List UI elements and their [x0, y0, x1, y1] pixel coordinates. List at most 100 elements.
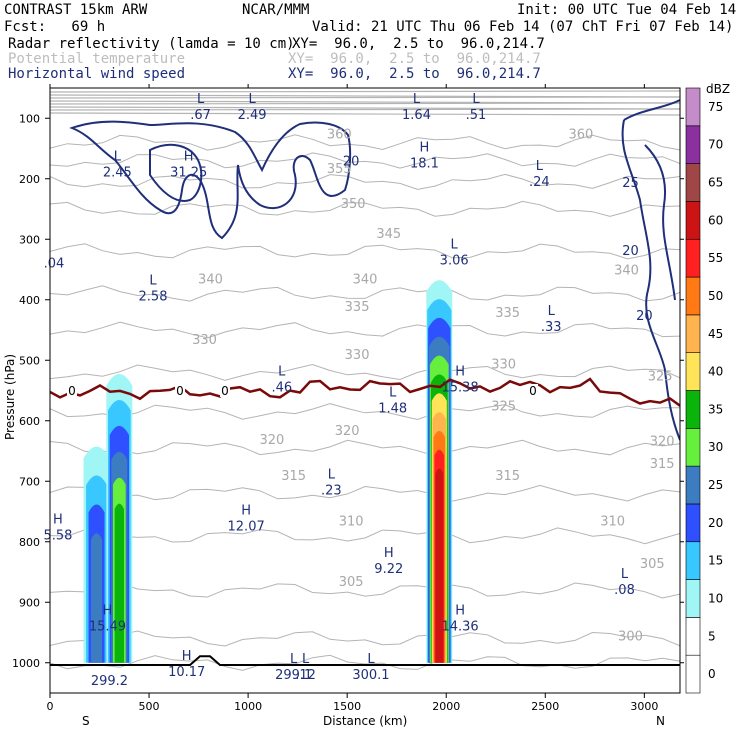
theta-line [50, 582, 680, 599]
x-tick-label: 2500 [531, 700, 559, 713]
extremum-value: 2.49 [238, 108, 267, 123]
colorbar-label: 60 [708, 213, 723, 227]
colorbar-label: 0 [708, 667, 716, 681]
extremum-value: .46 [271, 380, 292, 395]
extremum-value: 2.58 [139, 290, 168, 305]
y-tick-label: 800 [19, 536, 40, 549]
theta-line [50, 243, 680, 260]
zero-label-bg [175, 384, 185, 397]
theta-label: 305 [640, 557, 665, 572]
colorbar-swatch [685, 541, 701, 580]
field-wind-xy: XY= 96.0, 2.5 to 96.0,214.7 [288, 66, 541, 82]
zero-line-label: 0 [529, 384, 537, 398]
extremum-marker: L [413, 92, 421, 107]
theta-label: 340 [353, 273, 378, 288]
colorbar-unit: dBZ [706, 82, 730, 96]
field-wind: Horizontal wind speed [8, 66, 186, 82]
colorbar-label: 30 [708, 440, 723, 454]
field-theta-xy: XY= 96.0, 2.5 to 96.0,214.7 [288, 51, 541, 67]
theta-label: 330 [192, 333, 217, 348]
extremum-marker: H [455, 364, 465, 379]
wind-contour [621, 119, 680, 441]
colorbar-label: 20 [708, 516, 723, 530]
theta-label: 345 [376, 227, 401, 242]
extremum-value: .23 [321, 483, 342, 498]
theta-line [50, 102, 680, 105]
theta-label: 320 [259, 433, 284, 448]
theta-label: 300 [618, 630, 643, 645]
extremum-marker: L [197, 92, 205, 107]
theta-label: 320 [650, 435, 675, 450]
y-tick-label: 500 [19, 354, 40, 367]
wind-contour [623, 99, 680, 121]
extremum-value: 299.1 [275, 668, 312, 683]
colorbar-swatch [685, 428, 701, 467]
y-axis-title: Pressure (hPa) [3, 354, 17, 440]
extremum-marker: H [103, 603, 113, 618]
extremum-marker: L [451, 237, 459, 252]
extremum-value: 14.36 [441, 619, 478, 634]
ground-line [50, 655, 680, 666]
colorbar-label: 10 [708, 591, 723, 605]
zero-degree-line: 0 0 0 0 [50, 377, 680, 407]
theta-label: 320 [335, 424, 360, 439]
x-tick-label: 1000 [234, 700, 262, 713]
y-tick-label: 100 [19, 112, 40, 125]
zero-label-bg [67, 384, 77, 397]
colorbar-swatch [685, 163, 701, 202]
field-reflectivity-xy: XY= 96.0, 2.5 to 96.0,214.7 [292, 36, 545, 52]
extremum-marker: L [290, 652, 298, 667]
extremum-value: 5.58 [43, 529, 72, 544]
init-time: Init: 00 UTC Tue 04 Feb 14 [517, 2, 737, 18]
reflectivity-cell [91, 533, 103, 663]
colorbar-swatch [685, 87, 701, 127]
extremum-value: .08 [614, 583, 635, 598]
extremum-value: 1.64 [402, 108, 431, 123]
wind-contour [69, 120, 352, 240]
wind-speed-label: 25 [622, 176, 639, 191]
y-tick-label: 300 [19, 233, 40, 246]
extremum-marker: L [149, 274, 157, 289]
x-tick-label: 500 [139, 700, 160, 713]
extremum-marker: H [184, 150, 194, 165]
zero-label-bg [528, 384, 538, 397]
theta-label: 355 [327, 162, 352, 177]
extremum-value: .67 [190, 108, 211, 123]
colorbar-label: 75 [708, 100, 723, 114]
extremum-marker: H [420, 141, 430, 156]
colorbar-swatch [685, 503, 701, 543]
extremum-marker: H [241, 504, 251, 519]
x-end-left: S [82, 714, 90, 728]
reflectivity-cell [435, 468, 444, 663]
axes: 0 500 1000 1500 2000 2500 30001002003004005006… [12, 84, 684, 713]
extremum-value: .33 [541, 320, 562, 335]
extremum-marker: L [548, 304, 556, 319]
theta-label: 340 [198, 273, 223, 288]
y-tick-label: 200 [19, 173, 40, 186]
y-tick-label: 400 [19, 294, 40, 307]
theta-line [50, 90, 680, 93]
wind-contours [69, 99, 680, 441]
extremum-value: 18.1 [410, 157, 439, 172]
extremum-value: .51 [466, 108, 487, 123]
zero-line-label: 0 [221, 384, 229, 398]
extremum-marker: L [114, 150, 122, 165]
theta-label: 305 [339, 575, 364, 590]
extremum-value: .24 [529, 175, 550, 190]
model-title: CONTRAST 15km ARW [4, 2, 148, 18]
extremum-value: 15.38 [441, 380, 478, 395]
theta-label: 315 [495, 469, 520, 484]
theta-line [50, 321, 680, 339]
extremum-marker: L [278, 364, 286, 379]
y-tick-label: 900 [19, 596, 40, 609]
extremum-marker: H [53, 513, 63, 528]
theta-label: 310 [600, 515, 625, 530]
x-tick-label: 1500 [333, 700, 361, 713]
wind-speed-label: 20 [343, 155, 360, 170]
theta-line [50, 285, 680, 302]
zero-isotherm [50, 377, 680, 407]
theta-line [50, 112, 680, 116]
extremum-value: 1.48 [378, 402, 407, 417]
y-tick-label: 600 [19, 415, 40, 428]
